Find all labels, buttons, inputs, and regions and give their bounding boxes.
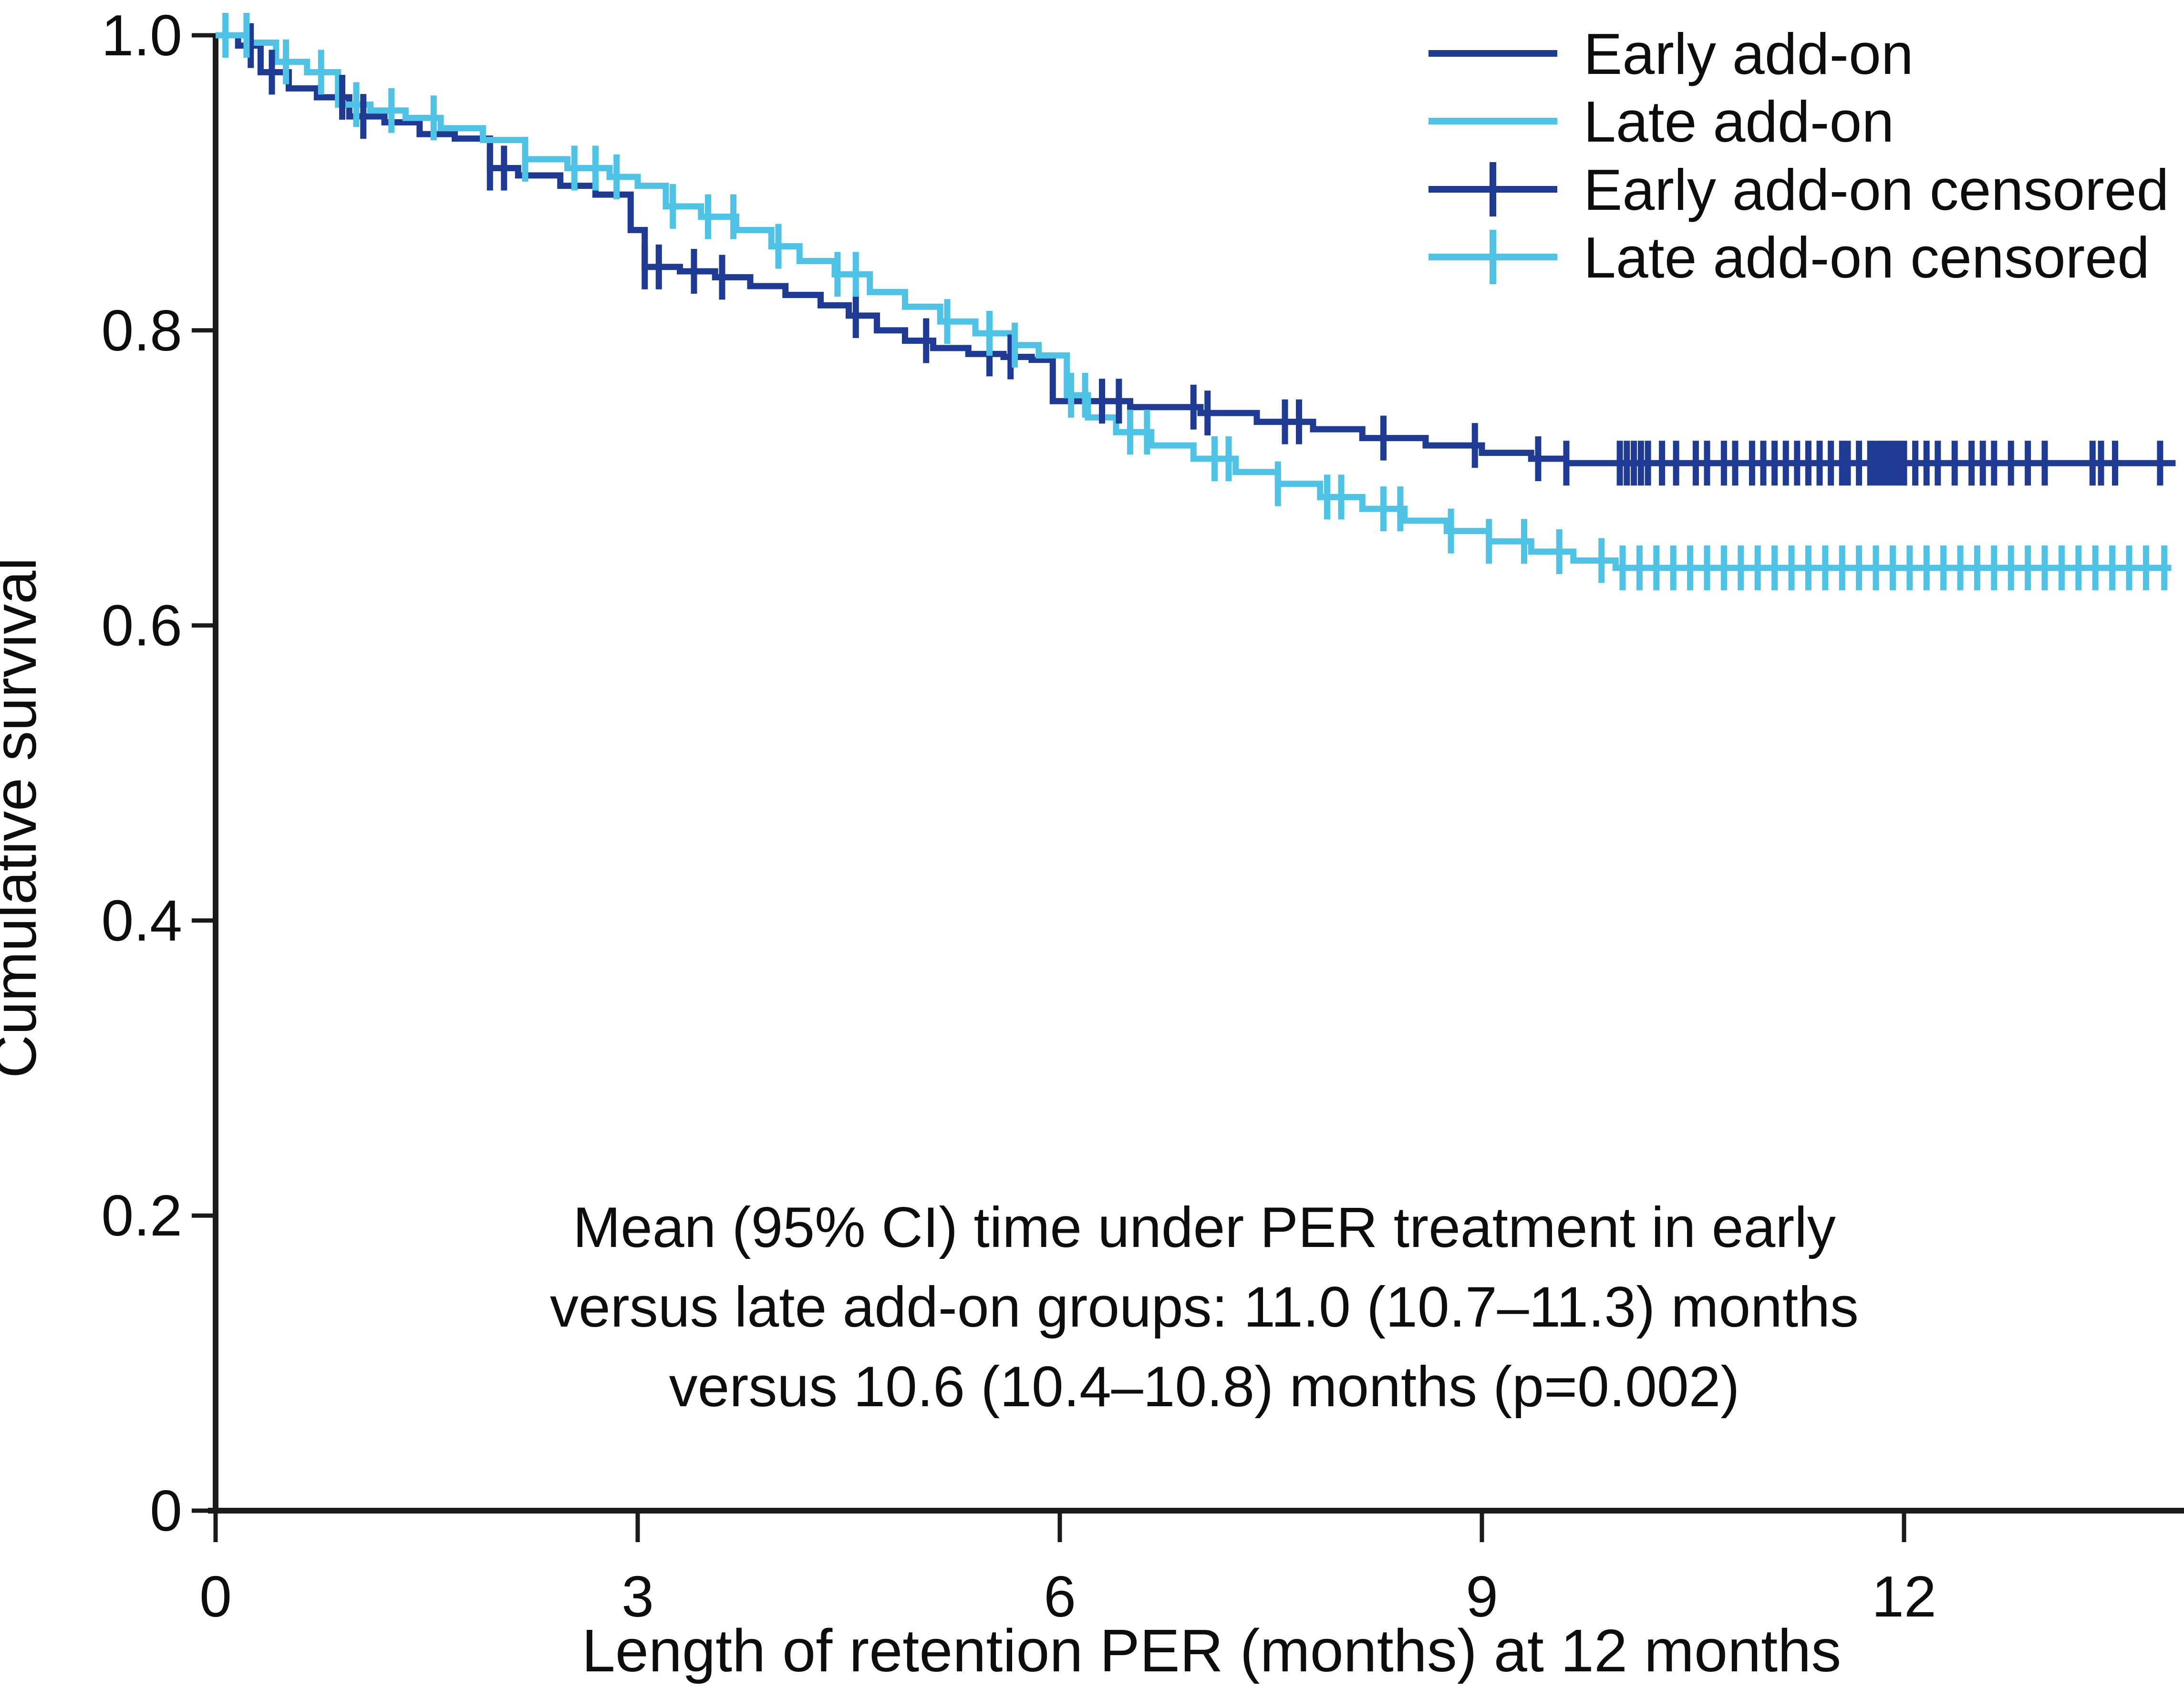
legend-label: Late add-on (1584, 89, 1894, 154)
x-tick-label: 3 (621, 1564, 654, 1629)
legend-label: Early add-on censored (1584, 157, 2169, 222)
x-axis-ticks: 0 3 6 9 12 (199, 1511, 1936, 1629)
x-tick-label: 9 (1466, 1564, 1498, 1629)
y-tick-label: 0.8 (101, 298, 182, 363)
annotation-block: Mean (95% CI) time under PER treatment i… (550, 1195, 1859, 1419)
x-tick-label: 6 (1044, 1564, 1076, 1629)
axis-spines (208, 35, 2184, 1514)
legend-label: Late add-on censored (1584, 225, 2150, 290)
legend-label: Early add-on (1584, 21, 1914, 86)
survival-curves (216, 13, 2176, 590)
early-add-on-censor-marks (248, 23, 2163, 486)
annotation-line-1: Mean (95% CI) time under PER treatment i… (573, 1195, 1836, 1259)
legend-item: Early add-on censored (1428, 157, 2169, 222)
y-tick-label: 1.0 (101, 3, 182, 68)
annotation-line-3: versus 10.6 (10.4–10.8) months (p=0.002) (669, 1355, 1740, 1419)
y-tick-label: 0.4 (101, 888, 182, 953)
legend-item: Late add-on (1428, 89, 1894, 154)
y-tick-label: 0.2 (101, 1183, 182, 1248)
x-tick-label: 0 (199, 1564, 232, 1629)
annotation-line-2: versus late add-on groups: 11.0 (10.7–11… (550, 1275, 1859, 1339)
y-tick-label: 0 (150, 1478, 182, 1543)
y-axis-ticks: 1.0 0.8 0.6 0.4 0.2 0 (101, 3, 216, 1543)
late-add-on-censor-marks (222, 13, 2168, 590)
late-add-on-curve (216, 32, 2172, 571)
x-axis-title: Length of retention PER (months) at 12 m… (582, 1617, 1841, 1684)
y-axis-title: Cumulative survival (0, 557, 49, 1078)
y-tick-label: 0.6 (101, 593, 182, 658)
x-tick-label: 12 (1872, 1564, 1936, 1629)
legend-item: Early add-on (1428, 21, 1914, 86)
legend-item: Late add-on censored (1428, 225, 2150, 290)
